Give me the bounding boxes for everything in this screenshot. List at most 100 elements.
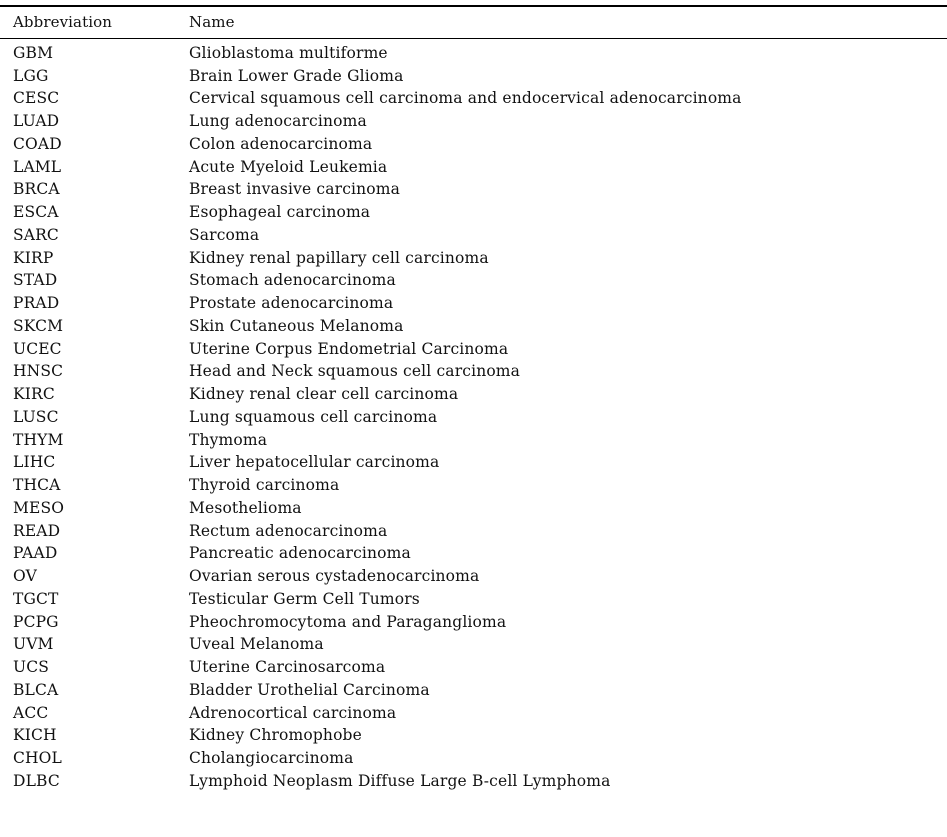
table-row: STAD Stomach adenocarcinoma [0,269,947,292]
table-row: KIRP Kidney renal papillary cell carcinom… [0,246,947,269]
table-row: OV Ovarian serous cystadenocarcinoma [0,565,947,588]
table-row: THYM Thymoma [0,428,947,451]
cell-name: Esophageal carcinoma [189,203,371,222]
table-body: GBM Glioblastoma multiforme LGG Brain Lower… [0,39,947,793]
cell-abbreviation: GBM [13,43,54,62]
cell-abbreviation: LGG [13,66,49,85]
cell-abbreviation: PCPG [13,612,59,631]
cell-abbreviation: KIRP [13,248,54,267]
table-row: PCPG Pheochromocytoma and Paraganglioma [0,610,947,633]
table-row: THCA Thyroid carcinoma [0,474,947,497]
cell-name: Cholangiocarcinoma [189,749,354,768]
cell-name: Breast invasive carcinoma [189,180,401,199]
table-row: MESO Mesothelioma [0,497,947,520]
cell-abbreviation: UVM [13,635,54,654]
table-row: LUSC Lung squamous cell carcinoma [0,406,947,429]
table-header-row: Abbreviation Name [0,7,947,38]
cell-name: Pheochromocytoma and Paraganglioma [189,612,507,631]
cell-name: Testicular Germ Cell Tumors [189,589,420,608]
cell-name: Rectum adenocarcinoma [189,521,388,540]
table-row: HNSC Head and Neck squamous cell carcinom… [0,360,947,383]
cell-abbreviation: THCA [13,476,61,495]
table-row: DLBC Lymphoid Neoplasm Diffuse Large B-ce… [0,770,947,793]
table-top-rule [0,5,947,7]
cell-abbreviation: LUAD [13,112,60,131]
cell-name: Glioblastoma multiforme [189,43,388,62]
table-row: ESCA Esophageal carcinoma [0,201,947,224]
cell-abbreviation: CHOL [13,749,62,768]
cell-abbreviation: LUSC [13,407,59,426]
table-row: LIHC Liver hepatocellular carcinoma [0,451,947,474]
cell-name: Liver hepatocellular carcinoma [189,453,440,472]
cell-name: Kidney renal papillary cell carcinoma [189,248,489,267]
table-row: LAML Acute Myeloid Leukemia [0,155,947,178]
cell-abbreviation: MESO [13,498,65,517]
table-row: SARC Sarcoma [0,224,947,247]
cell-abbreviation: COAD [13,134,62,153]
table-header-rule [0,37,947,39]
cell-name: Thymoma [189,430,268,449]
table-row: COAD Colon adenocarcinoma [0,133,947,156]
table-row: PAAD Pancreatic adenocarcinoma [0,542,947,565]
cell-abbreviation: UCS [13,658,49,677]
cell-name: Head and Neck squamous cell carcinoma [189,362,521,381]
table-row: KICH Kidney Chromophobe [0,724,947,747]
cell-abbreviation: LAML [13,157,62,176]
header-name: Name [189,13,235,32]
cell-name: Lung adenocarcinoma [189,112,367,131]
table-row: TGCT Testicular Germ Cell Tumors [0,588,947,611]
cell-name: Pancreatic adenocarcinoma [189,544,411,563]
cell-abbreviation: THYM [13,430,64,449]
cell-name: Skin Cutaneous Melanoma [189,316,404,335]
cell-abbreviation: DLBC [13,771,60,790]
table-row: BRCA Breast invasive carcinoma [0,178,947,201]
cell-name: Stomach adenocarcinoma [189,271,396,290]
table-row: READ Rectum adenocarcinoma [0,519,947,542]
cell-abbreviation: PRAD [13,294,60,313]
cell-name: Bladder Urothelial Carcinoma [189,680,430,699]
cell-name: Lymphoid Neoplasm Diffuse Large B-cell L… [189,771,611,790]
cell-name: Colon adenocarcinoma [189,134,373,153]
cell-name: Adrenocortical carcinoma [189,703,397,722]
table-row: CHOL Cholangiocarcinoma [0,747,947,770]
cell-name: Kidney Chromophobe [189,726,362,745]
cell-abbreviation: KIRC [13,385,55,404]
cell-abbreviation: PAAD [13,544,58,563]
table-row: UCEC Uterine Corpus Endometrial Carcinoma [0,337,947,360]
cell-abbreviation: ESCA [13,203,59,222]
table-row: UCS Uterine Carcinosarcoma [0,656,947,679]
cell-abbreviation: LIHC [13,453,56,472]
table-row: LUAD Lung adenocarcinoma [0,110,947,133]
table-row: SKCM Skin Cutaneous Melanoma [0,315,947,338]
cell-name: Brain Lower Grade Glioma [189,66,404,85]
cell-abbreviation: BLCA [13,680,59,699]
cell-abbreviation: BRCA [13,180,60,199]
cell-abbreviation: KICH [13,726,57,745]
abbreviation-table: Abbreviation Name GBM Glioblastoma multif… [0,5,947,792]
table-row: LGG Brain Lower Grade Glioma [0,64,947,87]
header-abbreviation: Abbreviation [13,13,113,32]
table-row: BLCA Bladder Urothelial Carcinoma [0,679,947,702]
cell-name: Kidney renal clear cell carcinoma [189,385,459,404]
cell-name: Mesothelioma [189,498,302,517]
table-row: CESC Cervical squamous cell carcinoma and… [0,87,947,110]
cell-abbreviation: ACC [13,703,49,722]
cell-abbreviation: UCEC [13,339,62,358]
cell-abbreviation: OV [13,567,37,586]
table-row: UVM Uveal Melanoma [0,633,947,656]
cell-name: Prostate adenocarcinoma [189,294,394,313]
cell-name: Thyroid carcinoma [189,476,340,495]
cell-abbreviation: SKCM [13,316,64,335]
cell-name: Uterine Corpus Endometrial Carcinoma [189,339,509,358]
cell-abbreviation: STAD [13,271,58,290]
cell-abbreviation: TGCT [13,589,59,608]
cell-name: Cervical squamous cell carcinoma and end… [189,89,742,108]
cell-name: Lung squamous cell carcinoma [189,407,438,426]
cell-abbreviation: CESC [13,89,60,108]
table-row: KIRC Kidney renal clear cell carcinoma [0,383,947,406]
cell-abbreviation: READ [13,521,61,540]
cell-name: Sarcoma [189,225,260,244]
table-row: ACC Adrenocortical carcinoma [0,701,947,724]
cell-name: Uterine Carcinosarcoma [189,658,386,677]
cell-name: Acute Myeloid Leukemia [189,157,388,176]
